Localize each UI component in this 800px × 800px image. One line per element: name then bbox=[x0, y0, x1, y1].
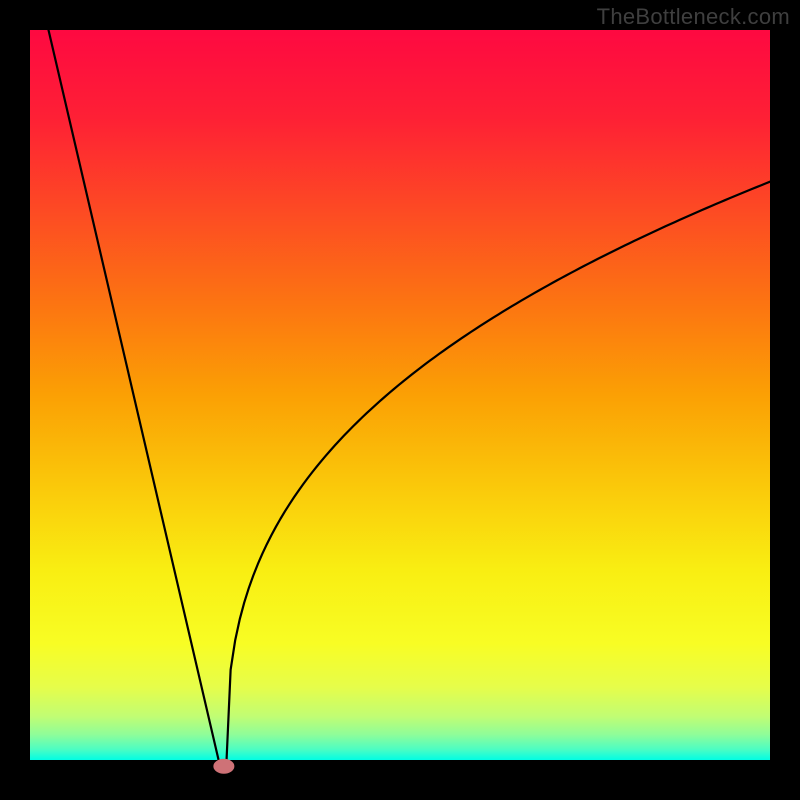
watermark-text: TheBottleneck.com bbox=[597, 4, 790, 30]
optimal-point-marker bbox=[214, 759, 234, 773]
chart-container: TheBottleneck.com bbox=[0, 0, 800, 800]
bottleneck-chart bbox=[0, 0, 800, 800]
chart-gradient-background bbox=[30, 30, 770, 760]
